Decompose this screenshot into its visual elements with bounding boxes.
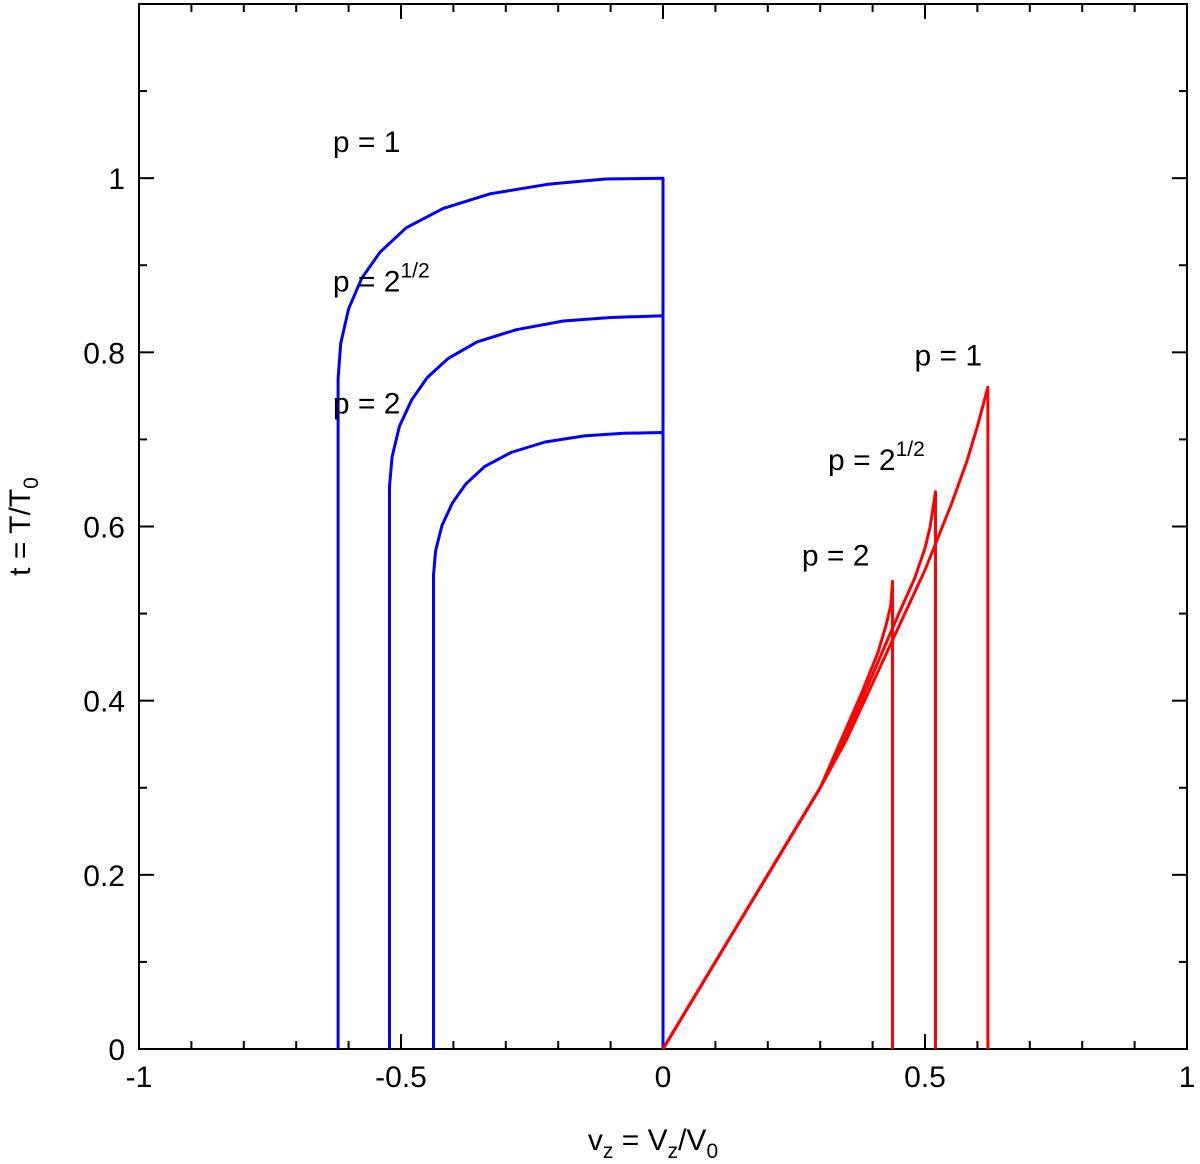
x-tick-label: 0.5 bbox=[904, 1061, 946, 1094]
series-line-red-3 bbox=[661, 385, 990, 1050]
x-tick-label: -0.5 bbox=[375, 1061, 427, 1094]
series-line-blue-2 bbox=[432, 431, 665, 1049]
y-tick-label: 0.8 bbox=[83, 337, 125, 370]
series-line-red-4 bbox=[661, 490, 937, 1050]
series-line-red-5 bbox=[661, 579, 894, 1050]
x-axis-label: vz = Vz/V0 bbox=[588, 1124, 718, 1163]
x-tick-label: 1 bbox=[1179, 1061, 1196, 1094]
curve-annotation: p = 1 bbox=[915, 339, 983, 372]
curve-annotation: p = 1 bbox=[333, 126, 401, 159]
y-tick-label: 0.2 bbox=[83, 860, 125, 893]
x-tick-label: -1 bbox=[126, 1061, 153, 1094]
y-tick-label: 1 bbox=[108, 163, 125, 196]
curve-annotation: p = 21/2 bbox=[828, 438, 925, 477]
y-axis-label: t = T/T0 bbox=[4, 477, 43, 576]
curve-annotation: p = 21/2 bbox=[333, 259, 430, 298]
y-tick-label: 0.4 bbox=[83, 686, 125, 719]
series-line-blue-0 bbox=[336, 176, 665, 1049]
curve-annotation: p = 2 bbox=[333, 387, 401, 420]
curve-annotation: p = 2 bbox=[802, 540, 870, 573]
y-tick-label: 0 bbox=[108, 1034, 125, 1067]
series-line-blue-1 bbox=[388, 314, 665, 1049]
y-tick-label: 0.6 bbox=[83, 512, 125, 545]
x-tick-label: 0 bbox=[655, 1061, 672, 1094]
